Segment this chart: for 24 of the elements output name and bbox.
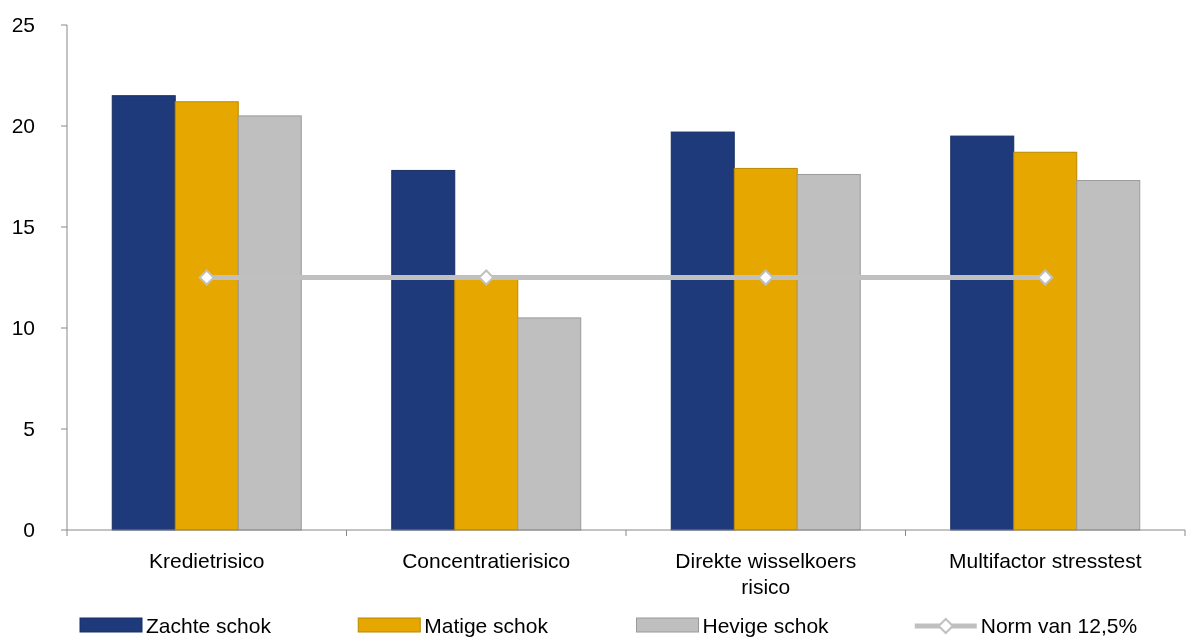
y-tick-label: 5 [23,417,35,441]
y-tick-label: 20 [11,114,35,138]
legend-label: Norm van 12,5% [980,614,1138,638]
bar [1013,151,1078,531]
x-tick-label: Direkte wisselkoers risico [675,549,857,598]
bar [1076,180,1141,531]
x-tick-label: Concentratierisico [402,549,571,572]
x-tick-label: Multifactor stresstest [948,549,1142,572]
bar [517,317,582,531]
bar [391,169,456,531]
y-tick-label: 25 [11,13,35,37]
bar [111,95,176,531]
bar [670,131,735,531]
y-tick-label: 15 [11,215,35,239]
legend-label: Hevige schok [702,614,830,638]
legend-label: Matige schok [424,614,549,638]
y-tick-label: 0 [23,518,35,542]
bar [950,135,1015,531]
bar [454,277,519,531]
y-tick-label: 10 [11,316,35,340]
x-tick-label: Kredietrisico [148,549,265,572]
legend-label: Zachte schok [146,614,272,638]
bar [733,167,798,531]
bar [174,101,239,531]
